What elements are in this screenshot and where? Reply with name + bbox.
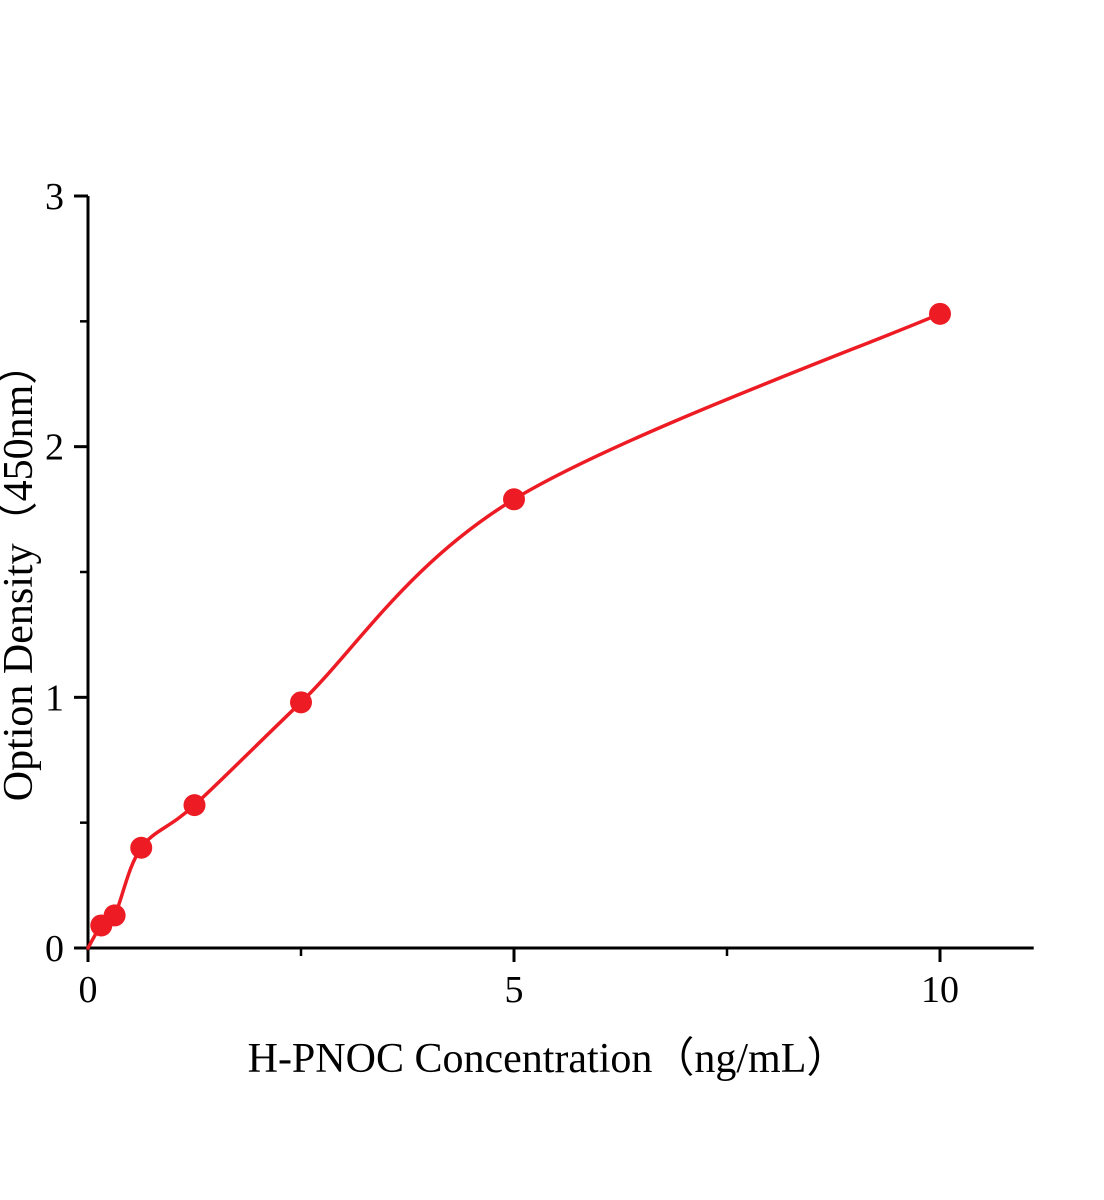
data-point xyxy=(183,794,206,817)
tick-labels: 0 5 10 0 1 2 3 xyxy=(45,176,959,1011)
y-tick-label: 2 xyxy=(45,427,64,469)
x-tick-label: 0 xyxy=(79,969,98,1011)
data-point xyxy=(503,488,525,511)
data-point xyxy=(130,836,153,859)
data-point xyxy=(103,904,126,927)
data-points xyxy=(90,302,951,937)
y-tick-label: 3 xyxy=(45,176,64,218)
x-tick-label: 10 xyxy=(921,969,959,1011)
y-axis-title: Option Density（450nm） xyxy=(0,343,42,802)
data-point xyxy=(290,691,312,714)
x-tick-label: 5 xyxy=(505,969,524,1011)
data-point xyxy=(929,302,951,325)
axes xyxy=(86,195,1034,950)
y-tick-label: 0 xyxy=(45,928,64,970)
fit-curve-line xyxy=(86,312,942,950)
y-tick-label: 1 xyxy=(45,677,64,719)
x-axis-title: H-PNOC Concentration（ng/mL） xyxy=(248,1036,849,1082)
axis-ticks xyxy=(74,194,942,962)
